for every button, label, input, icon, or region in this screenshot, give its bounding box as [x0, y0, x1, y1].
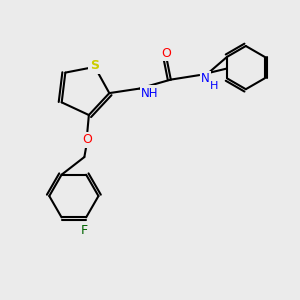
Text: N: N: [201, 72, 210, 85]
Text: NH: NH: [141, 87, 158, 100]
Text: S: S: [90, 59, 99, 72]
Text: O: O: [161, 47, 171, 60]
Text: O: O: [82, 133, 92, 146]
Text: H: H: [210, 81, 218, 91]
Text: F: F: [81, 224, 88, 237]
